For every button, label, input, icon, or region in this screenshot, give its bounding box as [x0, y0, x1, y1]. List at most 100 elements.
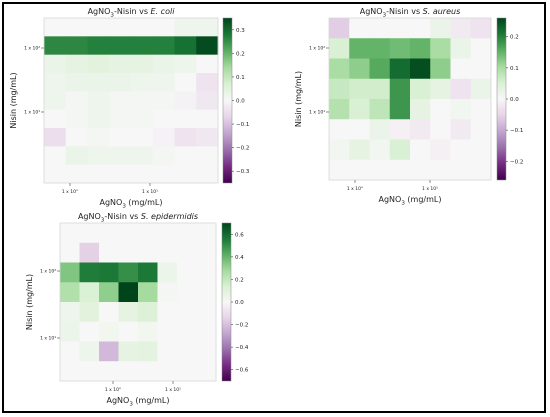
colorbar-tick-label: −0.2 — [510, 159, 523, 165]
heatmap-cell — [131, 73, 154, 92]
y-tick-label: 1 x 10¹ — [309, 110, 325, 116]
heatmap-cell — [138, 321, 158, 342]
colorbar-tick-label: 0.4 — [235, 255, 244, 261]
heatmap-cell — [87, 73, 110, 92]
colorbar-tick-label: −0.4 — [235, 345, 249, 351]
heatmap-cell — [44, 109, 67, 129]
heatmap-cell — [450, 99, 472, 120]
heatmap-cell — [470, 159, 492, 181]
heatmap-cell — [118, 282, 139, 303]
heatmap-cell — [389, 119, 411, 140]
heatmap-cell — [138, 341, 158, 362]
heatmap-cell — [369, 38, 391, 59]
y-tick-label: 1 x 10² — [309, 46, 325, 52]
heatmap-cell — [450, 159, 472, 181]
heatmap-cell — [87, 146, 110, 166]
colorbar-tick-label: −0.1 — [510, 128, 523, 134]
x-axis-label: AgNO3 (mg/mL) — [378, 195, 441, 206]
heatmap-cell — [470, 18, 492, 39]
heatmap-cell — [138, 361, 158, 382]
heatmap-cell — [410, 18, 431, 39]
heatmap-cell — [329, 159, 350, 181]
heatmap-cell — [470, 99, 492, 120]
colorbar-tick-label: 0.1 — [510, 66, 519, 72]
plot-border — [59, 222, 217, 382]
heatmap-cell — [131, 164, 154, 184]
heatmap-cell — [450, 18, 472, 39]
heatmap-cell — [174, 73, 197, 92]
heatmap-cell — [118, 321, 139, 342]
heatmap-cell — [177, 361, 197, 382]
heatmap-cell — [410, 159, 431, 181]
heatmap-cell — [329, 139, 350, 161]
heatmap-cell — [174, 54, 197, 74]
x-axis-label: AgNO3 (mg/mL) — [99, 198, 162, 209]
heatmap-cell — [44, 36, 67, 56]
heatmap-cell — [174, 109, 197, 129]
x-tick-label: 1 x 10¹ — [422, 186, 438, 192]
heatmap-cell — [87, 109, 110, 129]
heatmap-cell — [196, 73, 219, 92]
x-tick-label: 1 x 10¹ — [142, 189, 158, 195]
heatmap-cell — [410, 139, 431, 161]
colorbar-tick-label: 0.0 — [510, 97, 519, 103]
heatmap-cell — [174, 36, 197, 56]
heatmap-cell — [196, 91, 219, 111]
heatmap-cell — [152, 146, 175, 166]
heatmap-cell — [430, 18, 451, 39]
heatmap-cell — [60, 361, 80, 382]
heatmap-cell — [329, 119, 350, 140]
heatmap-cell — [450, 139, 472, 161]
heatmap-cell — [174, 146, 197, 166]
heatmap-cell — [79, 302, 100, 323]
heatmap-cell — [138, 223, 158, 244]
heatmap-cell — [152, 18, 175, 37]
colorbar-tick-label: 0.0 — [235, 300, 244, 306]
heatmap-cell — [152, 109, 175, 129]
heatmap-cell — [65, 109, 88, 129]
heatmap-cell — [174, 18, 197, 37]
heatmap-cell — [196, 361, 217, 382]
heatmap-cell — [60, 341, 80, 362]
plot-border — [43, 17, 219, 184]
heatmap-cell — [60, 282, 80, 303]
heatmap-cell — [410, 99, 431, 120]
heatmap-cell — [109, 18, 132, 37]
heatmap-cell — [329, 99, 350, 120]
heatmap-cell — [410, 119, 431, 140]
heatmap-cell — [157, 321, 178, 342]
heatmap-cell — [79, 242, 100, 263]
heatmap-cell — [118, 223, 139, 244]
heatmap-cell — [99, 282, 119, 303]
heatmap-cell — [174, 164, 197, 184]
heatmap-cell — [389, 139, 411, 161]
y-tick-label: 1 x 10¹ — [40, 336, 56, 342]
heatmap-cell — [196, 223, 217, 244]
y-tick-label: 1 x 10² — [24, 46, 40, 52]
heatmap-cell — [410, 78, 431, 100]
heatmap-cell — [87, 91, 110, 111]
heatmap-cell — [430, 58, 451, 80]
heatmap-cell — [131, 91, 154, 111]
heatmap-cell — [470, 38, 492, 59]
heatmap-cell — [450, 58, 472, 80]
heatmap-cell — [196, 164, 219, 184]
heatmap-cell — [44, 128, 67, 147]
heatmap-cell — [118, 361, 139, 382]
heatmap-cell — [79, 321, 100, 342]
heatmap-cell — [389, 159, 411, 181]
heatmap-cell — [430, 139, 451, 161]
heatmap-cell — [349, 119, 370, 140]
heatmap-cell — [65, 164, 88, 184]
heatmap-cell — [99, 321, 119, 342]
heatmap-cell — [99, 302, 119, 323]
heatmap-cell — [131, 146, 154, 166]
x-tick-label: 1 x 10° — [347, 186, 363, 192]
heatmap-cell — [44, 18, 67, 37]
colorbar — [496, 17, 507, 181]
heatmap-cell — [196, 109, 219, 129]
colorbar-tick-label: 0.2 — [510, 35, 519, 41]
plot-border — [328, 17, 492, 181]
heatmap-cell — [196, 321, 217, 342]
heatmap-cell — [65, 54, 88, 74]
